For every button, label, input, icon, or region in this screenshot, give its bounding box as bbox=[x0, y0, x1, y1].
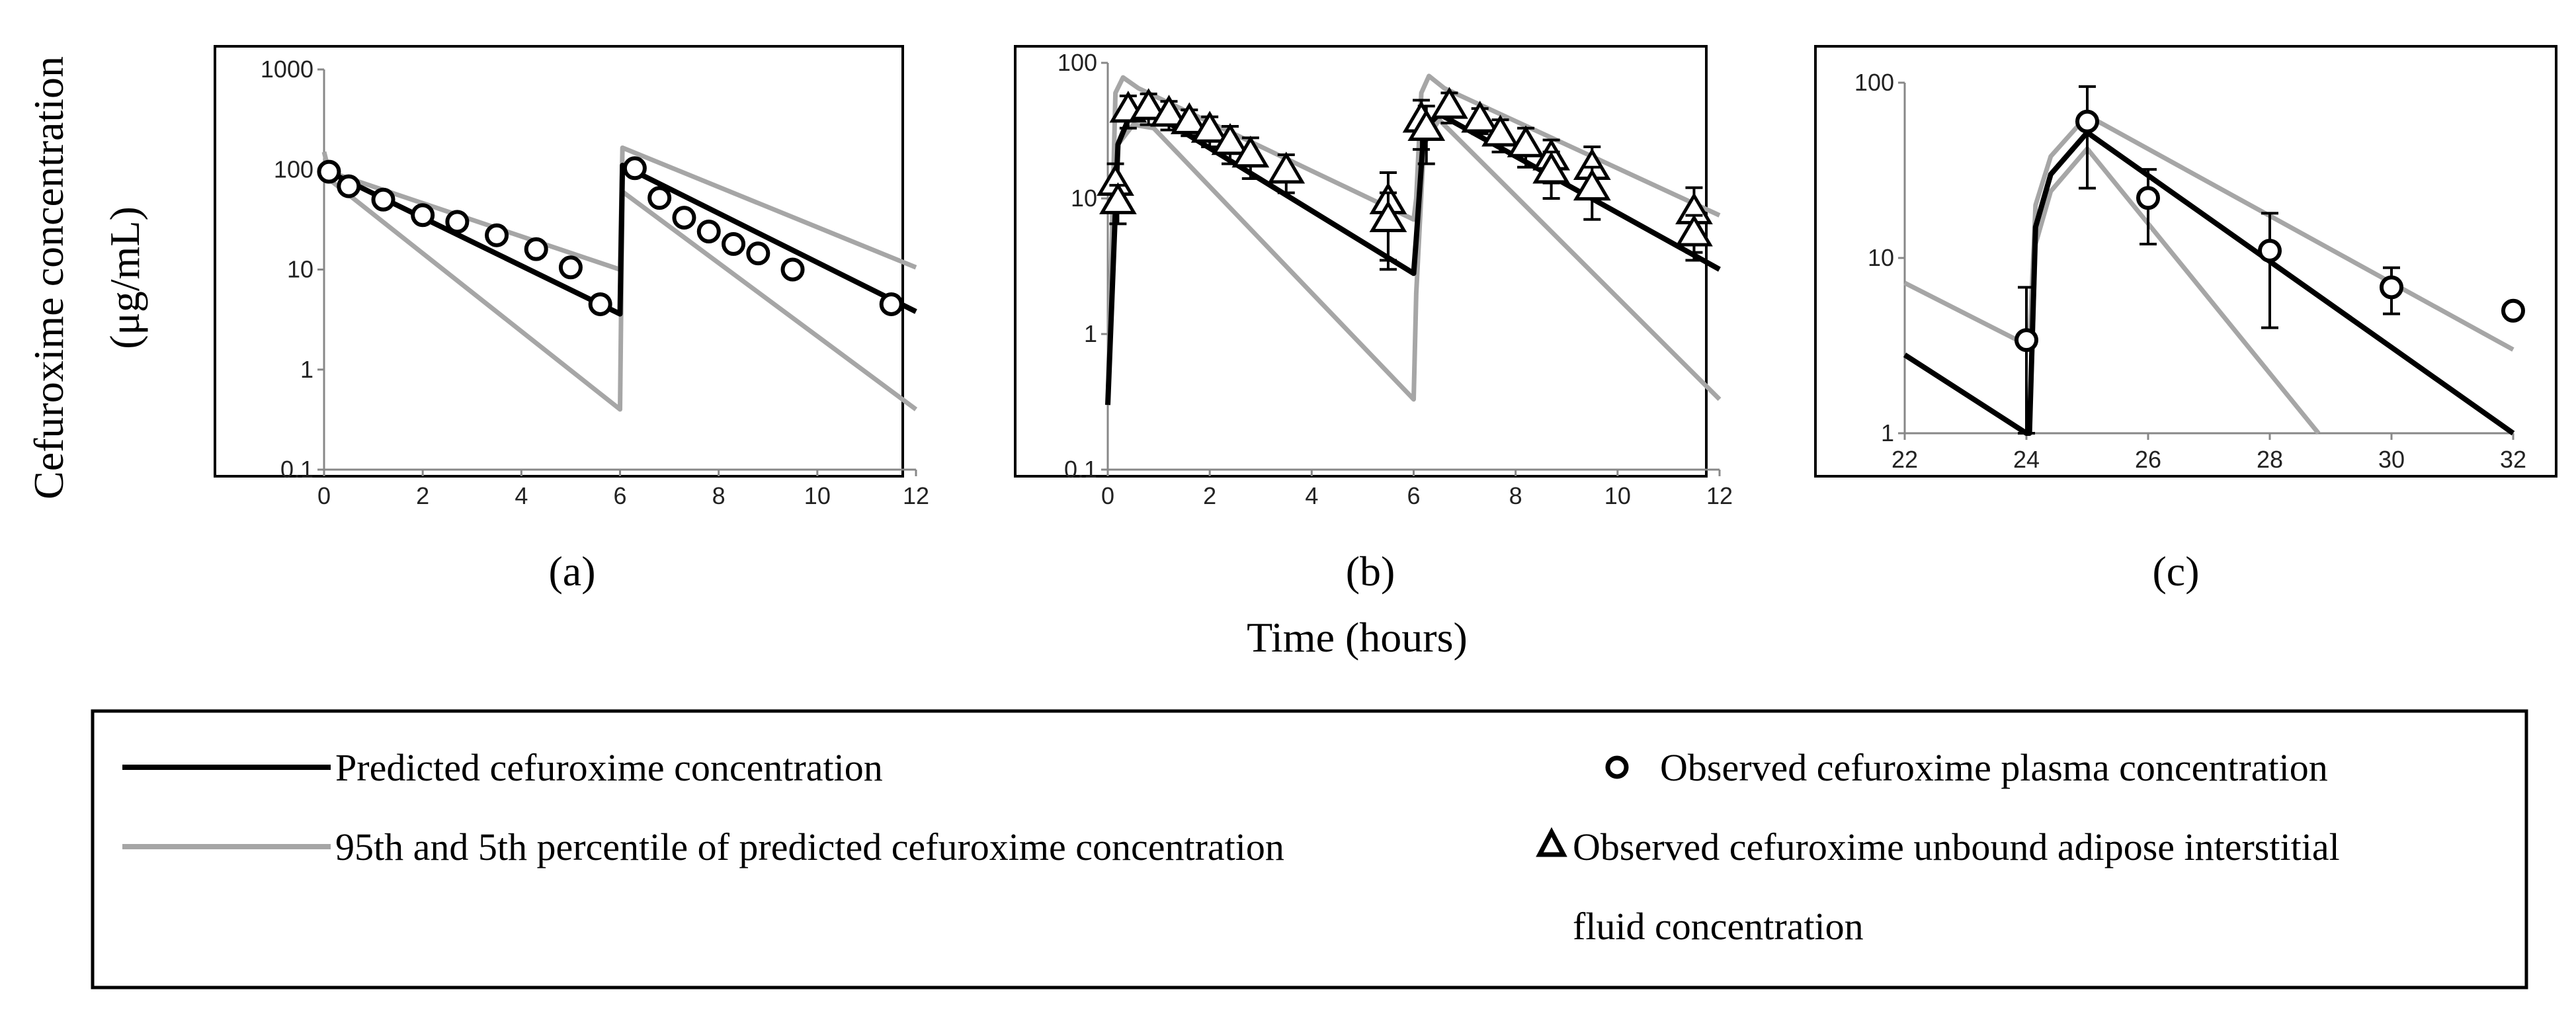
observed-isf-point bbox=[1675, 214, 1713, 247]
observed-plasma-point bbox=[524, 237, 548, 261]
x-tick-label: 2 bbox=[1203, 482, 1216, 509]
legend-frame bbox=[91, 709, 2528, 990]
legend-plasma-label: Observed cefuroxime plasma concentration bbox=[1660, 746, 2328, 789]
observed-plasma-point bbox=[485, 223, 509, 247]
observed-plasma-point bbox=[2136, 186, 2160, 210]
panel-c: 1 10 100 22 24 26 28 30 32 bbox=[1814, 45, 2557, 478]
observed-isf-point bbox=[1407, 108, 1446, 142]
observed-plasma-point bbox=[780, 257, 805, 282]
observed-plasma-point bbox=[317, 159, 341, 184]
x-tick-label: 12 bbox=[1706, 482, 1733, 509]
y-tick-label: 1 bbox=[1084, 320, 1097, 347]
observed-isf-point bbox=[1507, 125, 1545, 157]
observed-isf-point bbox=[1431, 87, 1468, 119]
legend-percentile-label: 95th and 5th percentile of predicted cef… bbox=[335, 825, 1284, 868]
observed-plasma-point bbox=[746, 241, 770, 266]
x-tick-label: 6 bbox=[613, 482, 626, 509]
y-tick-label: 10 bbox=[1868, 244, 1894, 271]
x-tick-label: 6 bbox=[1407, 482, 1420, 509]
observed-plasma-point bbox=[722, 232, 746, 256]
x-tick-label: 30 bbox=[2378, 446, 2405, 473]
y-tick-label: 100 bbox=[1058, 49, 1097, 76]
x-tick-label: 4 bbox=[1305, 482, 1318, 509]
x-tick-label: 12 bbox=[903, 482, 929, 509]
observed-plasma-point bbox=[622, 156, 647, 181]
panel-b: 0.1 1 10 100 0 2 4 6 8 10 12 bbox=[1014, 45, 1733, 509]
x-tick-label: 28 bbox=[2257, 446, 2283, 473]
observed-isf-point bbox=[1130, 88, 1168, 120]
y-tick-label: 1 bbox=[300, 356, 313, 383]
x-tick-label: 24 bbox=[2013, 446, 2040, 473]
observed-isf-point bbox=[1481, 114, 1519, 147]
x-axis-label: Time (hours) bbox=[1247, 614, 1468, 661]
x-tick-label: 4 bbox=[515, 482, 528, 509]
y-tick-label: 10 bbox=[1071, 185, 1097, 212]
x-tick-label: 10 bbox=[804, 482, 831, 509]
observed-plasma-point bbox=[2501, 298, 2525, 323]
x-tick-label: 22 bbox=[1891, 446, 1918, 473]
panel-label-a: (a) bbox=[548, 548, 595, 595]
observed-plasma-point bbox=[337, 174, 361, 198]
panel-label-c: (c) bbox=[2152, 548, 2199, 595]
y-axis-label-line2: (μg/mL) bbox=[101, 206, 148, 349]
x-tick-label: 2 bbox=[416, 482, 429, 509]
y-tick-label: 100 bbox=[1854, 69, 1894, 96]
y-tick-label: 0.1 bbox=[280, 456, 313, 483]
legend-isf-label-line1: Observed cefuroxime unbound adipose inte… bbox=[1573, 825, 2340, 868]
y-tick-label: 1 bbox=[1881, 419, 1894, 446]
observed-plasma-point bbox=[588, 292, 612, 316]
legend-triangle-marker bbox=[1536, 827, 1567, 857]
observed-plasma-point bbox=[445, 210, 470, 234]
x-tick-label: 8 bbox=[1509, 482, 1522, 509]
observed-plasma-point bbox=[411, 203, 435, 228]
observed-isf-point bbox=[1211, 122, 1249, 155]
percentile-line bbox=[1105, 73, 1721, 405]
x-tick-label: 0 bbox=[1101, 482, 1114, 509]
observed-isf-point bbox=[1461, 101, 1499, 133]
observed-isf-point bbox=[1267, 151, 1306, 184]
observed-isf-point bbox=[1150, 95, 1188, 127]
observed-plasma-point bbox=[696, 219, 721, 243]
observed-plasma-point bbox=[371, 187, 395, 212]
legend-predicted-label: Predicted cefuroxime concentration bbox=[335, 746, 883, 789]
observed-plasma-point bbox=[879, 292, 903, 316]
panel-a: 0.1 1 10 100 1000 0 2 4 6 8 10 12 bbox=[214, 45, 929, 509]
observed-plasma-point bbox=[558, 255, 583, 280]
observed-isf-point bbox=[1369, 200, 1407, 233]
observed-plasma-point bbox=[647, 186, 672, 210]
x-tick-label: 32 bbox=[2500, 446, 2526, 473]
observed-isf-point bbox=[1099, 182, 1137, 214]
x-tick-label: 10 bbox=[1604, 482, 1631, 509]
x-tick-label: 26 bbox=[2135, 446, 2161, 473]
observed-plasma-point bbox=[2015, 328, 2038, 353]
panel-label-b: (b) bbox=[1346, 548, 1395, 595]
legend-isf-label-line2: fluid concentration bbox=[1573, 905, 1864, 948]
y-tick-label: 10 bbox=[287, 256, 313, 283]
panel-frame bbox=[1814, 45, 2557, 478]
y-axis-label-line1: Cefuroxime concentration bbox=[25, 56, 72, 499]
observed-isf-point bbox=[1573, 168, 1611, 201]
y-tick-label: 1000 bbox=[261, 56, 313, 83]
observed-isf-point bbox=[1170, 102, 1208, 134]
observed-isf-point bbox=[1190, 110, 1229, 143]
observed-isf-point bbox=[1231, 136, 1270, 168]
legend-circle-marker bbox=[1605, 755, 1629, 779]
y-tick-label: 100 bbox=[274, 155, 313, 183]
observed-plasma-point bbox=[2258, 239, 2282, 263]
observed-plasma-point bbox=[672, 206, 696, 230]
observed-plasma-point bbox=[2075, 109, 2099, 134]
observed-isf-point bbox=[1532, 151, 1570, 184]
observed-plasma-point bbox=[2380, 275, 2403, 300]
legend: Predicted cefuroxime concentration 95th … bbox=[91, 709, 2528, 990]
predicted-line bbox=[323, 163, 917, 317]
x-tick-label: 8 bbox=[712, 482, 726, 509]
x-tick-label: 0 bbox=[317, 482, 331, 509]
y-tick-label: 0.1 bbox=[1064, 456, 1097, 483]
